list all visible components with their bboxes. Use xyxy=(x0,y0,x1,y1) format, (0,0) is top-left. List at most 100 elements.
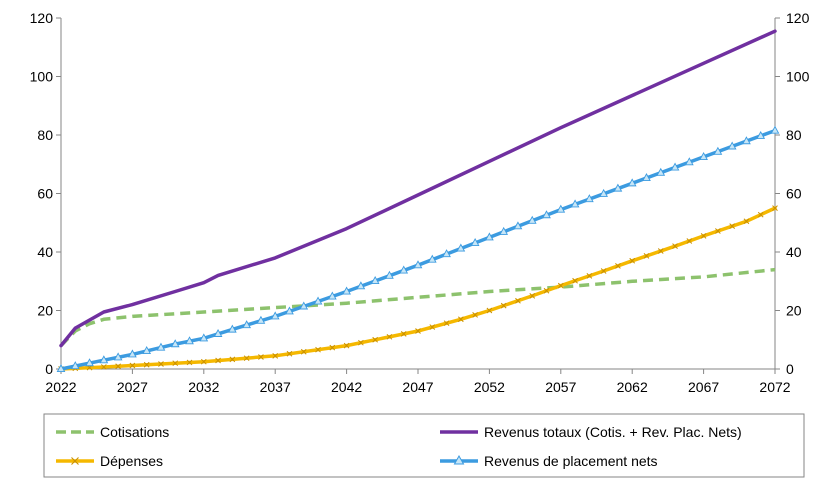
data-point xyxy=(286,350,293,357)
data-point xyxy=(285,306,294,315)
data-point xyxy=(427,254,437,263)
data-point xyxy=(772,205,778,211)
data-point xyxy=(743,218,750,225)
data-point xyxy=(256,315,266,324)
data-point xyxy=(713,146,723,155)
data-point xyxy=(715,228,721,234)
data-point xyxy=(499,226,509,235)
data-point xyxy=(315,346,321,353)
data-point xyxy=(684,157,694,166)
data-point xyxy=(443,320,450,327)
y2-tick-label: 120 xyxy=(786,10,810,26)
data-point xyxy=(358,339,364,346)
series-line xyxy=(59,128,777,371)
data-point xyxy=(485,232,494,241)
data-point xyxy=(527,215,537,224)
data-point xyxy=(529,293,536,299)
data-point xyxy=(486,307,493,314)
legend-label: Dépenses xyxy=(100,453,163,469)
data-point xyxy=(113,352,123,361)
legend-label: Cotisations xyxy=(100,424,169,440)
data-point xyxy=(415,328,421,334)
y2-tick-label: 20 xyxy=(786,303,802,319)
x-tick-label: 2047 xyxy=(402,379,433,395)
data-point xyxy=(56,364,66,373)
data-point xyxy=(670,162,680,171)
data-point xyxy=(399,265,409,274)
y2-tick-label: 80 xyxy=(786,127,802,143)
data-point xyxy=(557,282,564,289)
data-point xyxy=(570,199,580,208)
data-point xyxy=(700,233,707,239)
data-point xyxy=(242,320,251,329)
data-point xyxy=(513,221,523,230)
data-point xyxy=(213,328,223,337)
data-point xyxy=(599,188,608,197)
data-point xyxy=(429,324,436,330)
x-tick-label: 2032 xyxy=(188,379,219,395)
series-line xyxy=(59,29,777,348)
data-point xyxy=(158,361,164,367)
data-point xyxy=(327,291,337,300)
legend-label: Revenus totaux (Cotis. + Rev. Plac. Nets… xyxy=(484,424,742,440)
data-point xyxy=(757,211,764,218)
legend: Cotisations Revenus totaux (Cotis. + Rev.… xyxy=(43,413,805,478)
data-point xyxy=(115,363,121,370)
data-point xyxy=(270,311,280,320)
x-axis: 2022 2027 2032 2037 2042 2047 2052 2057 2062 2067… xyxy=(45,369,791,395)
data-point xyxy=(386,333,393,340)
legend-item-cotisations: Cotisations xyxy=(56,424,169,440)
data-point xyxy=(699,151,708,160)
data-point xyxy=(299,301,309,310)
y-tick-label: 20 xyxy=(37,303,53,319)
data-point xyxy=(128,349,137,358)
data-point xyxy=(400,331,407,337)
data-point xyxy=(629,257,636,264)
data-point xyxy=(472,312,478,318)
data-point xyxy=(500,302,507,309)
data-point xyxy=(100,364,107,370)
legend-item-revenus-totaux-cotis-rev-plac-nets: Revenus totaux (Cotis. + Rev. Plac. Nets… xyxy=(440,424,742,440)
data-point xyxy=(272,352,279,359)
data-point xyxy=(199,333,209,342)
data-point xyxy=(228,324,237,333)
data-point xyxy=(186,359,193,366)
y-tick-label: 100 xyxy=(30,69,54,85)
y2-tick-label: 40 xyxy=(786,244,802,260)
data-point xyxy=(729,223,736,230)
legend-item-revenus-de-placement-nets: Revenus de placement nets xyxy=(440,453,658,469)
data-point xyxy=(143,361,150,368)
data-point xyxy=(470,237,480,246)
data-point xyxy=(585,194,594,203)
y2-tick-label: 60 xyxy=(786,186,802,202)
data-point xyxy=(456,243,466,252)
data-point xyxy=(85,358,94,367)
data-point xyxy=(243,355,250,362)
y-tick-label: 60 xyxy=(37,186,53,202)
data-point xyxy=(615,263,621,269)
data-point xyxy=(342,286,351,295)
x-tick-label: 2042 xyxy=(331,379,362,395)
data-point xyxy=(613,183,623,192)
data-point xyxy=(370,276,380,285)
data-point xyxy=(742,136,751,145)
y2-tick-label: 0 xyxy=(786,361,794,377)
x-tick-label: 2022 xyxy=(45,379,76,395)
y2-tick-label: 100 xyxy=(786,69,810,85)
data-point xyxy=(99,355,109,364)
data-point xyxy=(457,316,464,323)
legend-marker xyxy=(71,457,79,465)
y-axis-left: 0 20 40 60 80 100 120 xyxy=(30,10,61,377)
data-point xyxy=(385,270,394,279)
data-point xyxy=(258,354,264,360)
x-tick-label: 2062 xyxy=(617,379,648,395)
data-point xyxy=(129,362,136,369)
data-point xyxy=(770,125,780,134)
y-tick-label: 80 xyxy=(37,127,53,143)
data-point xyxy=(142,346,152,355)
data-point xyxy=(656,167,666,176)
data-point xyxy=(200,358,207,365)
data-point xyxy=(170,339,180,348)
